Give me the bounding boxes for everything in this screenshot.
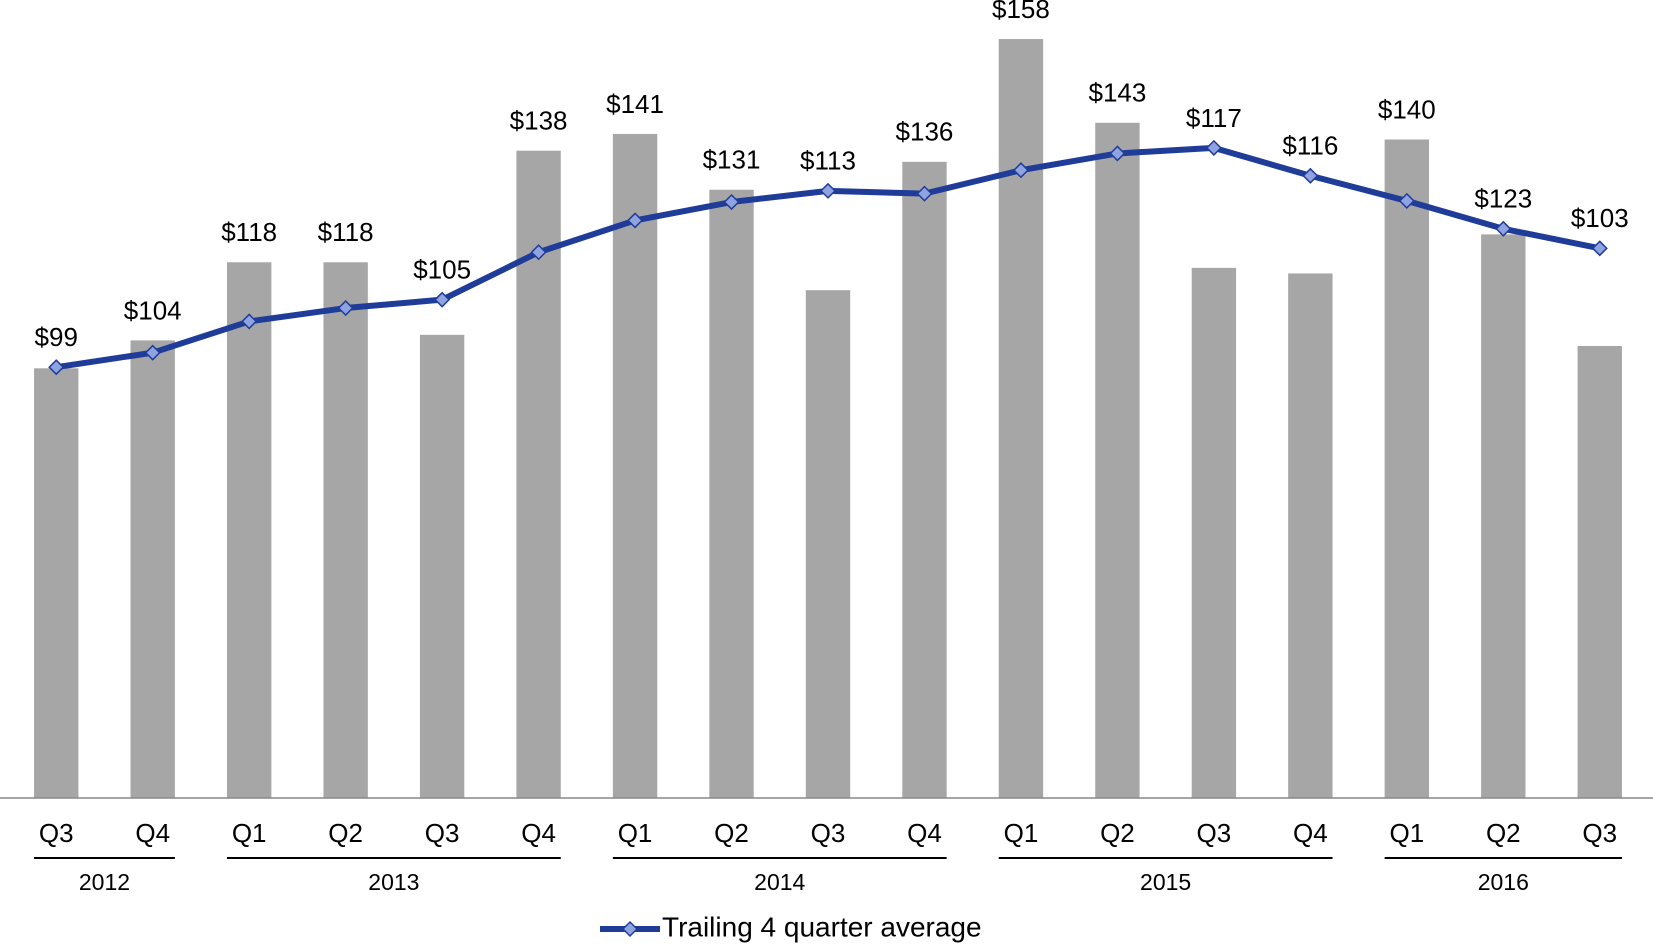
line-marker xyxy=(144,344,161,361)
x-tick-label: Q2 xyxy=(1486,818,1521,848)
value-label: $105 xyxy=(413,255,471,285)
line-marker xyxy=(626,212,644,229)
line-marker xyxy=(1398,192,1415,209)
value-label: $116 xyxy=(1282,131,1338,161)
legend-marker xyxy=(621,920,639,938)
line-marker xyxy=(337,299,354,317)
value-label: $131 xyxy=(703,145,761,175)
value-label: $113 xyxy=(800,146,856,176)
bar xyxy=(1481,234,1526,798)
bar xyxy=(1191,267,1237,799)
line-marker xyxy=(723,193,740,211)
line-marker xyxy=(916,185,933,202)
bar xyxy=(419,334,465,798)
x-tick-label: Q2 xyxy=(1100,818,1135,848)
x-tick-label: Q1 xyxy=(1389,818,1424,848)
line-marker xyxy=(1012,162,1030,179)
value-label: $138 xyxy=(510,106,568,136)
x-tick-label: Q2 xyxy=(714,818,749,848)
x-tick-label: Q4 xyxy=(135,818,170,848)
bar xyxy=(323,262,368,798)
group-label: 2013 xyxy=(368,869,419,895)
value-label: $143 xyxy=(1088,78,1146,108)
x-tick-label: Q4 xyxy=(1293,818,1328,848)
group-label: 2014 xyxy=(754,869,805,895)
group-label: 2012 xyxy=(79,869,130,895)
bar xyxy=(1577,345,1622,798)
x-tick-label: Q3 xyxy=(1582,818,1617,848)
x-tick-label: Q3 xyxy=(811,818,846,848)
group-label: 2016 xyxy=(1478,869,1529,895)
line-marker xyxy=(1205,139,1222,156)
bar xyxy=(226,262,272,798)
value-label: $118 xyxy=(221,217,277,247)
line-marker xyxy=(241,313,258,330)
line-marker xyxy=(434,291,451,308)
value-label: $117 xyxy=(1186,103,1242,133)
x-tick-label: Q4 xyxy=(907,818,942,848)
bar xyxy=(1095,122,1140,799)
x-tick-label: Q1 xyxy=(1004,818,1039,848)
x-tick-label: Q3 xyxy=(39,818,74,848)
x-tick-label: Q3 xyxy=(425,818,460,848)
line-marker xyxy=(1495,220,1512,237)
bar xyxy=(902,161,947,799)
line-marker xyxy=(819,182,837,199)
group-label: 2015 xyxy=(1140,869,1191,895)
value-label: $158 xyxy=(992,0,1050,24)
bar xyxy=(1384,139,1430,798)
value-label: $123 xyxy=(1474,184,1532,214)
value-label: $136 xyxy=(896,117,954,147)
legend-label: Trailing 4 quarter average xyxy=(662,911,982,942)
line-marker xyxy=(48,359,65,376)
value-label: $140 xyxy=(1378,94,1436,124)
bar xyxy=(34,368,79,798)
line-marker xyxy=(1109,145,1126,162)
value-label: $141 xyxy=(606,89,664,119)
bar xyxy=(130,340,175,798)
value-label: $118 xyxy=(318,217,374,247)
x-tick-label: Q2 xyxy=(328,818,363,848)
bar xyxy=(709,189,754,799)
bar xyxy=(612,133,658,799)
line-marker xyxy=(1302,167,1319,184)
line-marker xyxy=(1591,240,1608,257)
bar xyxy=(1288,273,1333,798)
value-label: $99 xyxy=(35,322,78,352)
bar xyxy=(805,290,851,798)
x-tick-label: Q4 xyxy=(521,818,556,848)
line-marker xyxy=(530,244,547,261)
x-tick-label: Q3 xyxy=(1197,818,1232,848)
bar xyxy=(998,39,1044,799)
x-tick-label: Q1 xyxy=(232,818,267,848)
value-label: $103 xyxy=(1571,203,1629,233)
x-tick-label: Q1 xyxy=(618,818,653,848)
value-label: $104 xyxy=(124,295,182,325)
